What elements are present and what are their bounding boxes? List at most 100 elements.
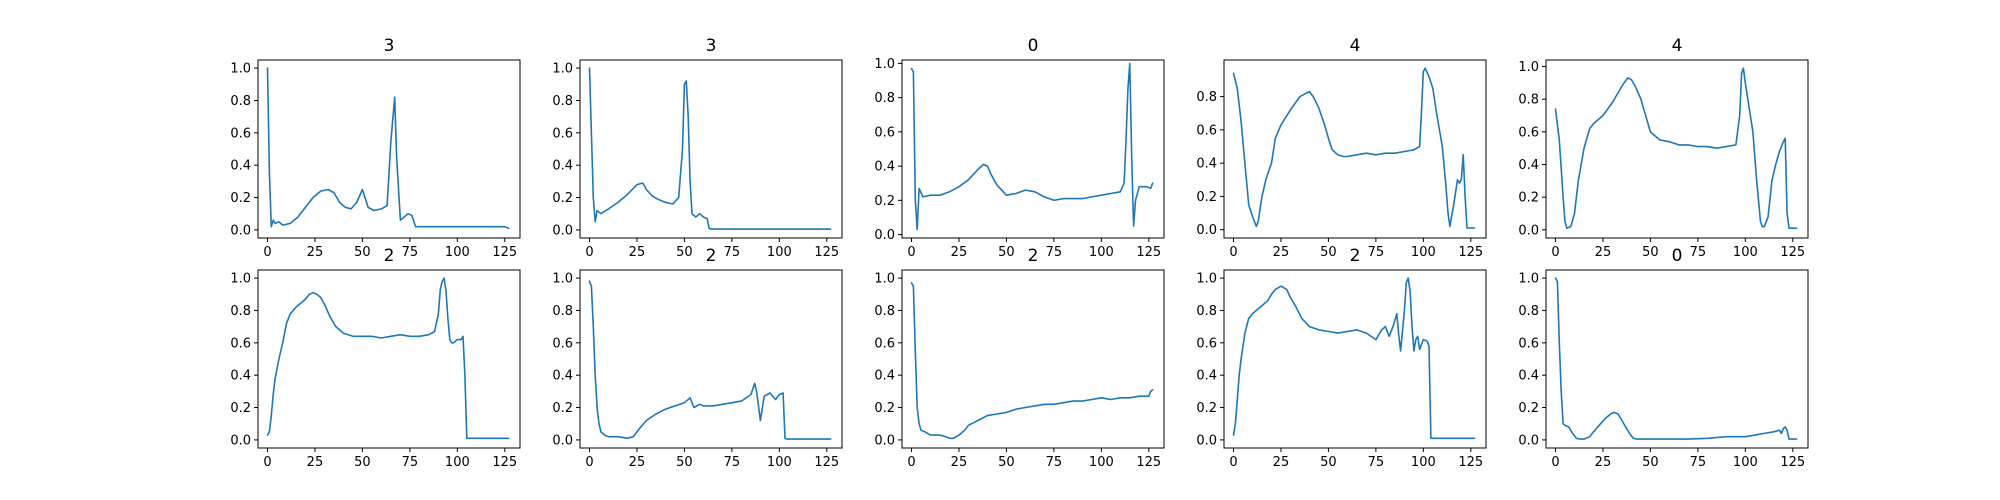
y-tick-label: 0.0 (874, 433, 895, 448)
series-line (1554, 277, 1798, 440)
y-tick-label: 0.8 (552, 94, 573, 109)
y-tick-label: 0.8 (1518, 304, 1539, 319)
x-tick-label: 50 (1642, 245, 1659, 260)
y-tick-label: 0.4 (1518, 158, 1539, 173)
x-tick-label: 25 (1595, 455, 1612, 470)
y-tick-label: 1.0 (230, 62, 251, 77)
x-tick-label: 75 (724, 455, 741, 470)
axes-frame (1545, 59, 1809, 239)
x-tick-label: 25 (951, 455, 968, 470)
x-tick-label: 75 (724, 245, 741, 260)
y-tick-label: 0.8 (552, 304, 573, 319)
x-tick-label: 125 (492, 455, 517, 470)
x-tick-label: 75 (402, 245, 419, 260)
x-tick-label: 75 (1690, 245, 1707, 260)
x-tick-label: 100 (445, 455, 470, 470)
y-tick-label: 0.0 (1196, 433, 1217, 448)
subplot-6: 2 0 25 50 75 100 125 0.0 0.2 0.4 0.6 0.8 1.0 (230, 246, 521, 470)
y-tick-label: 0.0 (1196, 223, 1217, 238)
subplot-title: 2 (1350, 246, 1361, 266)
subplot-2: 3 0 25 50 75 100 125 0.0 0.2 0.4 0.6 0.8 1.0 (552, 36, 843, 260)
y-tick-label: 0.6 (552, 336, 573, 351)
subplot-4: 4 0 25 50 75 100 125 0.0 0.2 0.4 0.6 0.8 (1196, 36, 1487, 260)
y-tick-label: 0.2 (230, 401, 251, 416)
x-tick-label: 25 (629, 245, 646, 260)
x-tick-label: 75 (1046, 455, 1063, 470)
axes-frame (1223, 269, 1487, 449)
x-tick-label: 125 (1136, 455, 1161, 470)
x-tick-label: 25 (1595, 245, 1612, 260)
y-tick-label: 0.0 (230, 223, 251, 238)
y-tick-label: 0.0 (552, 433, 573, 448)
x-tick-label: 50 (354, 455, 371, 470)
axes-frame (901, 269, 1165, 449)
y-tick-label: 0.4 (230, 159, 251, 174)
x-tick-label: 100 (445, 245, 470, 260)
axes-frame (1223, 59, 1487, 239)
subplot-10: 0 0 25 50 75 100 125 0.0 0.2 0.4 0.6 0.8 1.0 (1518, 246, 1809, 470)
y-tick-label: 1.0 (552, 62, 573, 77)
y-tick-label: 0.0 (230, 433, 251, 448)
y-tick-label: 0.6 (874, 125, 895, 140)
x-tick-label: 0 (907, 455, 915, 470)
x-tick-label: 0 (1551, 245, 1559, 260)
y-tick-label: 1.0 (874, 272, 895, 287)
subplot-5: 4 0 25 50 75 100 125 0.0 0.2 0.4 0.6 0.8 1.0 (1518, 36, 1809, 260)
x-tick-label: 75 (1368, 455, 1385, 470)
x-tick-label: 100 (1733, 245, 1758, 260)
x-tick-label: 0 (585, 245, 593, 260)
y-tick-label: 1.0 (552, 272, 573, 287)
x-tick-label: 100 (1411, 245, 1436, 260)
x-tick-label: 50 (676, 245, 693, 260)
x-tick-label: 0 (1229, 455, 1237, 470)
x-tick-label: 100 (1089, 245, 1114, 260)
y-tick-label: 0.4 (874, 160, 895, 175)
x-tick-label: 25 (307, 455, 324, 470)
y-tick-label: 0.2 (230, 191, 251, 206)
y-tick-label: 0.6 (1518, 336, 1539, 351)
y-tick-label: 0.8 (230, 304, 251, 319)
axes-frame (901, 59, 1165, 239)
series-line (1554, 67, 1798, 229)
y-tick-label: 0.4 (552, 159, 573, 174)
x-tick-label: 125 (1458, 245, 1483, 260)
x-tick-label: 50 (1320, 245, 1337, 260)
y-tick-label: 1.0 (874, 57, 895, 72)
y-tick-label: 0.6 (230, 336, 251, 351)
subplot-title: 2 (706, 246, 717, 266)
y-tick-label: 1.0 (230, 272, 251, 287)
y-tick-label: 0.4 (1518, 369, 1539, 384)
series-line (588, 67, 832, 230)
x-tick-label: 0 (263, 455, 271, 470)
subplot-9: 2 0 25 50 75 100 125 0.0 0.2 0.4 0.6 0.8 1.0 (1196, 246, 1487, 470)
x-tick-label: 50 (1642, 455, 1659, 470)
y-tick-label: 0.6 (1196, 123, 1217, 138)
axes-frame (257, 59, 521, 239)
subplot-title: 2 (1028, 246, 1039, 266)
x-tick-label: 75 (1046, 245, 1063, 260)
x-tick-label: 100 (1411, 455, 1436, 470)
x-tick-label: 0 (1551, 455, 1559, 470)
x-tick-label: 100 (1733, 455, 1758, 470)
x-tick-label: 125 (1458, 455, 1483, 470)
y-tick-label: 0.2 (874, 401, 895, 416)
x-tick-label: 125 (1780, 245, 1805, 260)
series-line (1232, 277, 1476, 440)
series-line (266, 67, 510, 230)
axes-frame (257, 269, 521, 449)
subplot-title: 2 (384, 246, 395, 266)
x-tick-label: 100 (767, 455, 792, 470)
series-line (910, 282, 1154, 440)
y-tick-label: 1.0 (1518, 60, 1539, 75)
y-tick-label: 0.4 (1196, 157, 1217, 172)
y-tick-label: 0.2 (874, 194, 895, 209)
y-tick-label: 0.0 (1518, 433, 1539, 448)
y-tick-label: 0.8 (230, 94, 251, 109)
x-tick-label: 125 (814, 455, 839, 470)
series-line (588, 280, 832, 440)
x-tick-label: 25 (307, 245, 324, 260)
x-tick-label: 25 (629, 455, 646, 470)
y-tick-label: 0.8 (1196, 304, 1217, 319)
x-tick-label: 25 (1273, 455, 1290, 470)
subplot-title: 4 (1350, 36, 1361, 56)
